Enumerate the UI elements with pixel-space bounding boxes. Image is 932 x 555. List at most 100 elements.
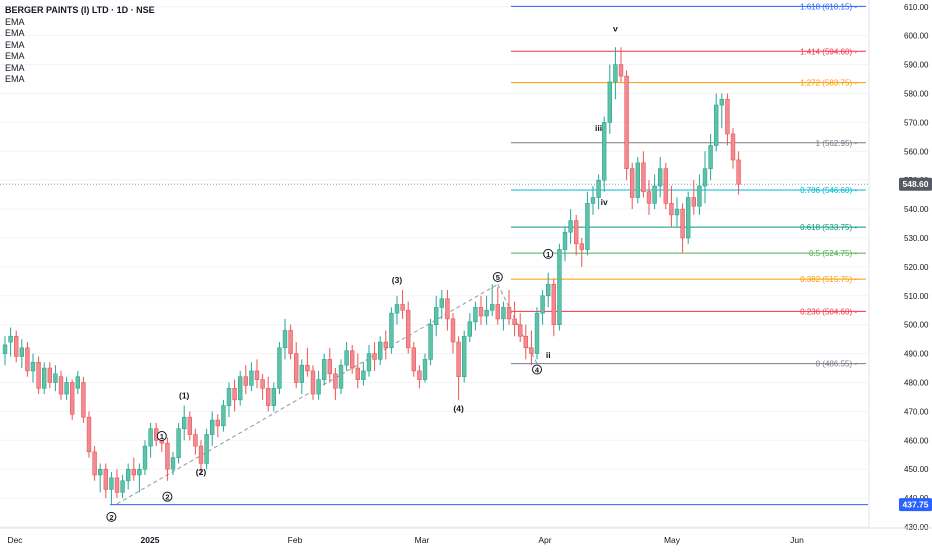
candle-body bbox=[646, 191, 652, 204]
candle bbox=[428, 318, 433, 366]
candle bbox=[221, 399, 226, 432]
candle bbox=[198, 440, 204, 475]
candle bbox=[484, 295, 489, 325]
candle-body bbox=[238, 376, 243, 401]
candle-body bbox=[405, 309, 411, 349]
candle bbox=[361, 362, 366, 386]
candle bbox=[674, 197, 680, 227]
ema-indicator-label[interactable]: EMA bbox=[5, 16, 25, 27]
candle-body bbox=[478, 307, 484, 317]
candle-body bbox=[109, 477, 114, 490]
candle-body bbox=[126, 468, 131, 482]
candle-body bbox=[187, 416, 192, 435]
symbol-title: BERGER PAINTS (I) LTD · 1D · NSE bbox=[5, 5, 155, 15]
candle bbox=[657, 157, 663, 198]
ema-indicator-label[interactable]: EMA bbox=[5, 39, 25, 50]
candle bbox=[204, 428, 209, 470]
candle bbox=[243, 365, 248, 395]
candle bbox=[299, 359, 304, 395]
candle bbox=[120, 474, 125, 499]
candle bbox=[210, 411, 215, 447]
candle bbox=[310, 365, 316, 400]
candle bbox=[725, 93, 730, 146]
candle-body bbox=[484, 309, 489, 317]
candle-body bbox=[338, 364, 344, 389]
fib-level-label: 0.786 (546.60) - bbox=[800, 186, 857, 195]
price-tick-label: 540.00 bbox=[904, 205, 929, 214]
time-tick-label: Feb bbox=[288, 535, 303, 545]
candle-body bbox=[450, 318, 456, 343]
candle bbox=[713, 93, 719, 152]
candle-body bbox=[103, 468, 109, 490]
candle-body bbox=[215, 419, 220, 427]
candle bbox=[450, 313, 456, 354]
candle bbox=[70, 379, 75, 421]
candle bbox=[187, 411, 192, 441]
wave-label-ring bbox=[106, 511, 117, 522]
candle-body bbox=[534, 312, 540, 354]
candle-body bbox=[579, 243, 585, 250]
candle-body bbox=[685, 197, 691, 239]
candle bbox=[405, 301, 411, 354]
candle bbox=[254, 359, 260, 389]
candle bbox=[14, 330, 19, 363]
candle bbox=[148, 422, 153, 458]
candle bbox=[277, 342, 282, 395]
ema-indicator-label[interactable]: EMA bbox=[5, 51, 25, 61]
candle-body bbox=[260, 379, 265, 389]
ema-indicator-label[interactable]: EMA bbox=[5, 28, 25, 38]
candle bbox=[165, 437, 170, 481]
candle-body bbox=[176, 428, 181, 458]
wave-label: (4) bbox=[453, 404, 464, 414]
candle-body bbox=[713, 104, 719, 146]
candle bbox=[411, 342, 416, 377]
candle bbox=[142, 440, 148, 475]
candle-body bbox=[417, 370, 422, 380]
candle bbox=[265, 376, 271, 412]
candle-body bbox=[98, 468, 103, 476]
candle bbox=[568, 209, 573, 244]
candle-body bbox=[618, 64, 624, 77]
candle bbox=[109, 472, 114, 504]
candle-body bbox=[265, 387, 271, 406]
candle bbox=[137, 463, 142, 493]
time-tick-label: Jun bbox=[790, 535, 804, 545]
candle-body bbox=[725, 98, 730, 135]
candle-body bbox=[702, 168, 708, 187]
candle-body bbox=[697, 185, 702, 207]
candle-body bbox=[377, 341, 383, 360]
candle-body bbox=[400, 304, 405, 311]
fib-level-label: 1.414 (594.60) - bbox=[800, 47, 857, 56]
candle-body bbox=[36, 361, 41, 389]
candle-body bbox=[8, 335, 13, 343]
candle-body bbox=[210, 419, 215, 435]
candle bbox=[215, 414, 220, 438]
wave-label-text: 5 bbox=[496, 273, 500, 282]
ema-indicator-label[interactable]: EMA bbox=[5, 74, 25, 84]
candle-body bbox=[182, 416, 187, 430]
candle-body bbox=[70, 382, 75, 415]
candle bbox=[366, 344, 372, 377]
candle bbox=[400, 290, 405, 319]
candle-body bbox=[691, 197, 697, 207]
ema-indicator-label[interactable]: EMA bbox=[5, 62, 25, 73]
price-tick-label: 600.00 bbox=[904, 32, 929, 41]
candle bbox=[635, 157, 641, 204]
candle bbox=[389, 307, 394, 354]
candle-body bbox=[523, 335, 529, 349]
candle-body bbox=[495, 304, 500, 320]
candle-body bbox=[708, 145, 713, 169]
candle bbox=[708, 133, 713, 181]
price-tick-label: 470.00 bbox=[904, 407, 929, 416]
candle bbox=[92, 446, 97, 481]
candle-body bbox=[663, 168, 669, 204]
candle bbox=[517, 313, 523, 343]
fib-level-label: 0.382 (515.75) - bbox=[800, 275, 857, 284]
candle-body bbox=[25, 347, 30, 372]
candle-body bbox=[467, 321, 472, 337]
candle-body bbox=[489, 304, 495, 311]
candle bbox=[529, 330, 534, 366]
wave-label-text: 1 bbox=[160, 432, 164, 441]
